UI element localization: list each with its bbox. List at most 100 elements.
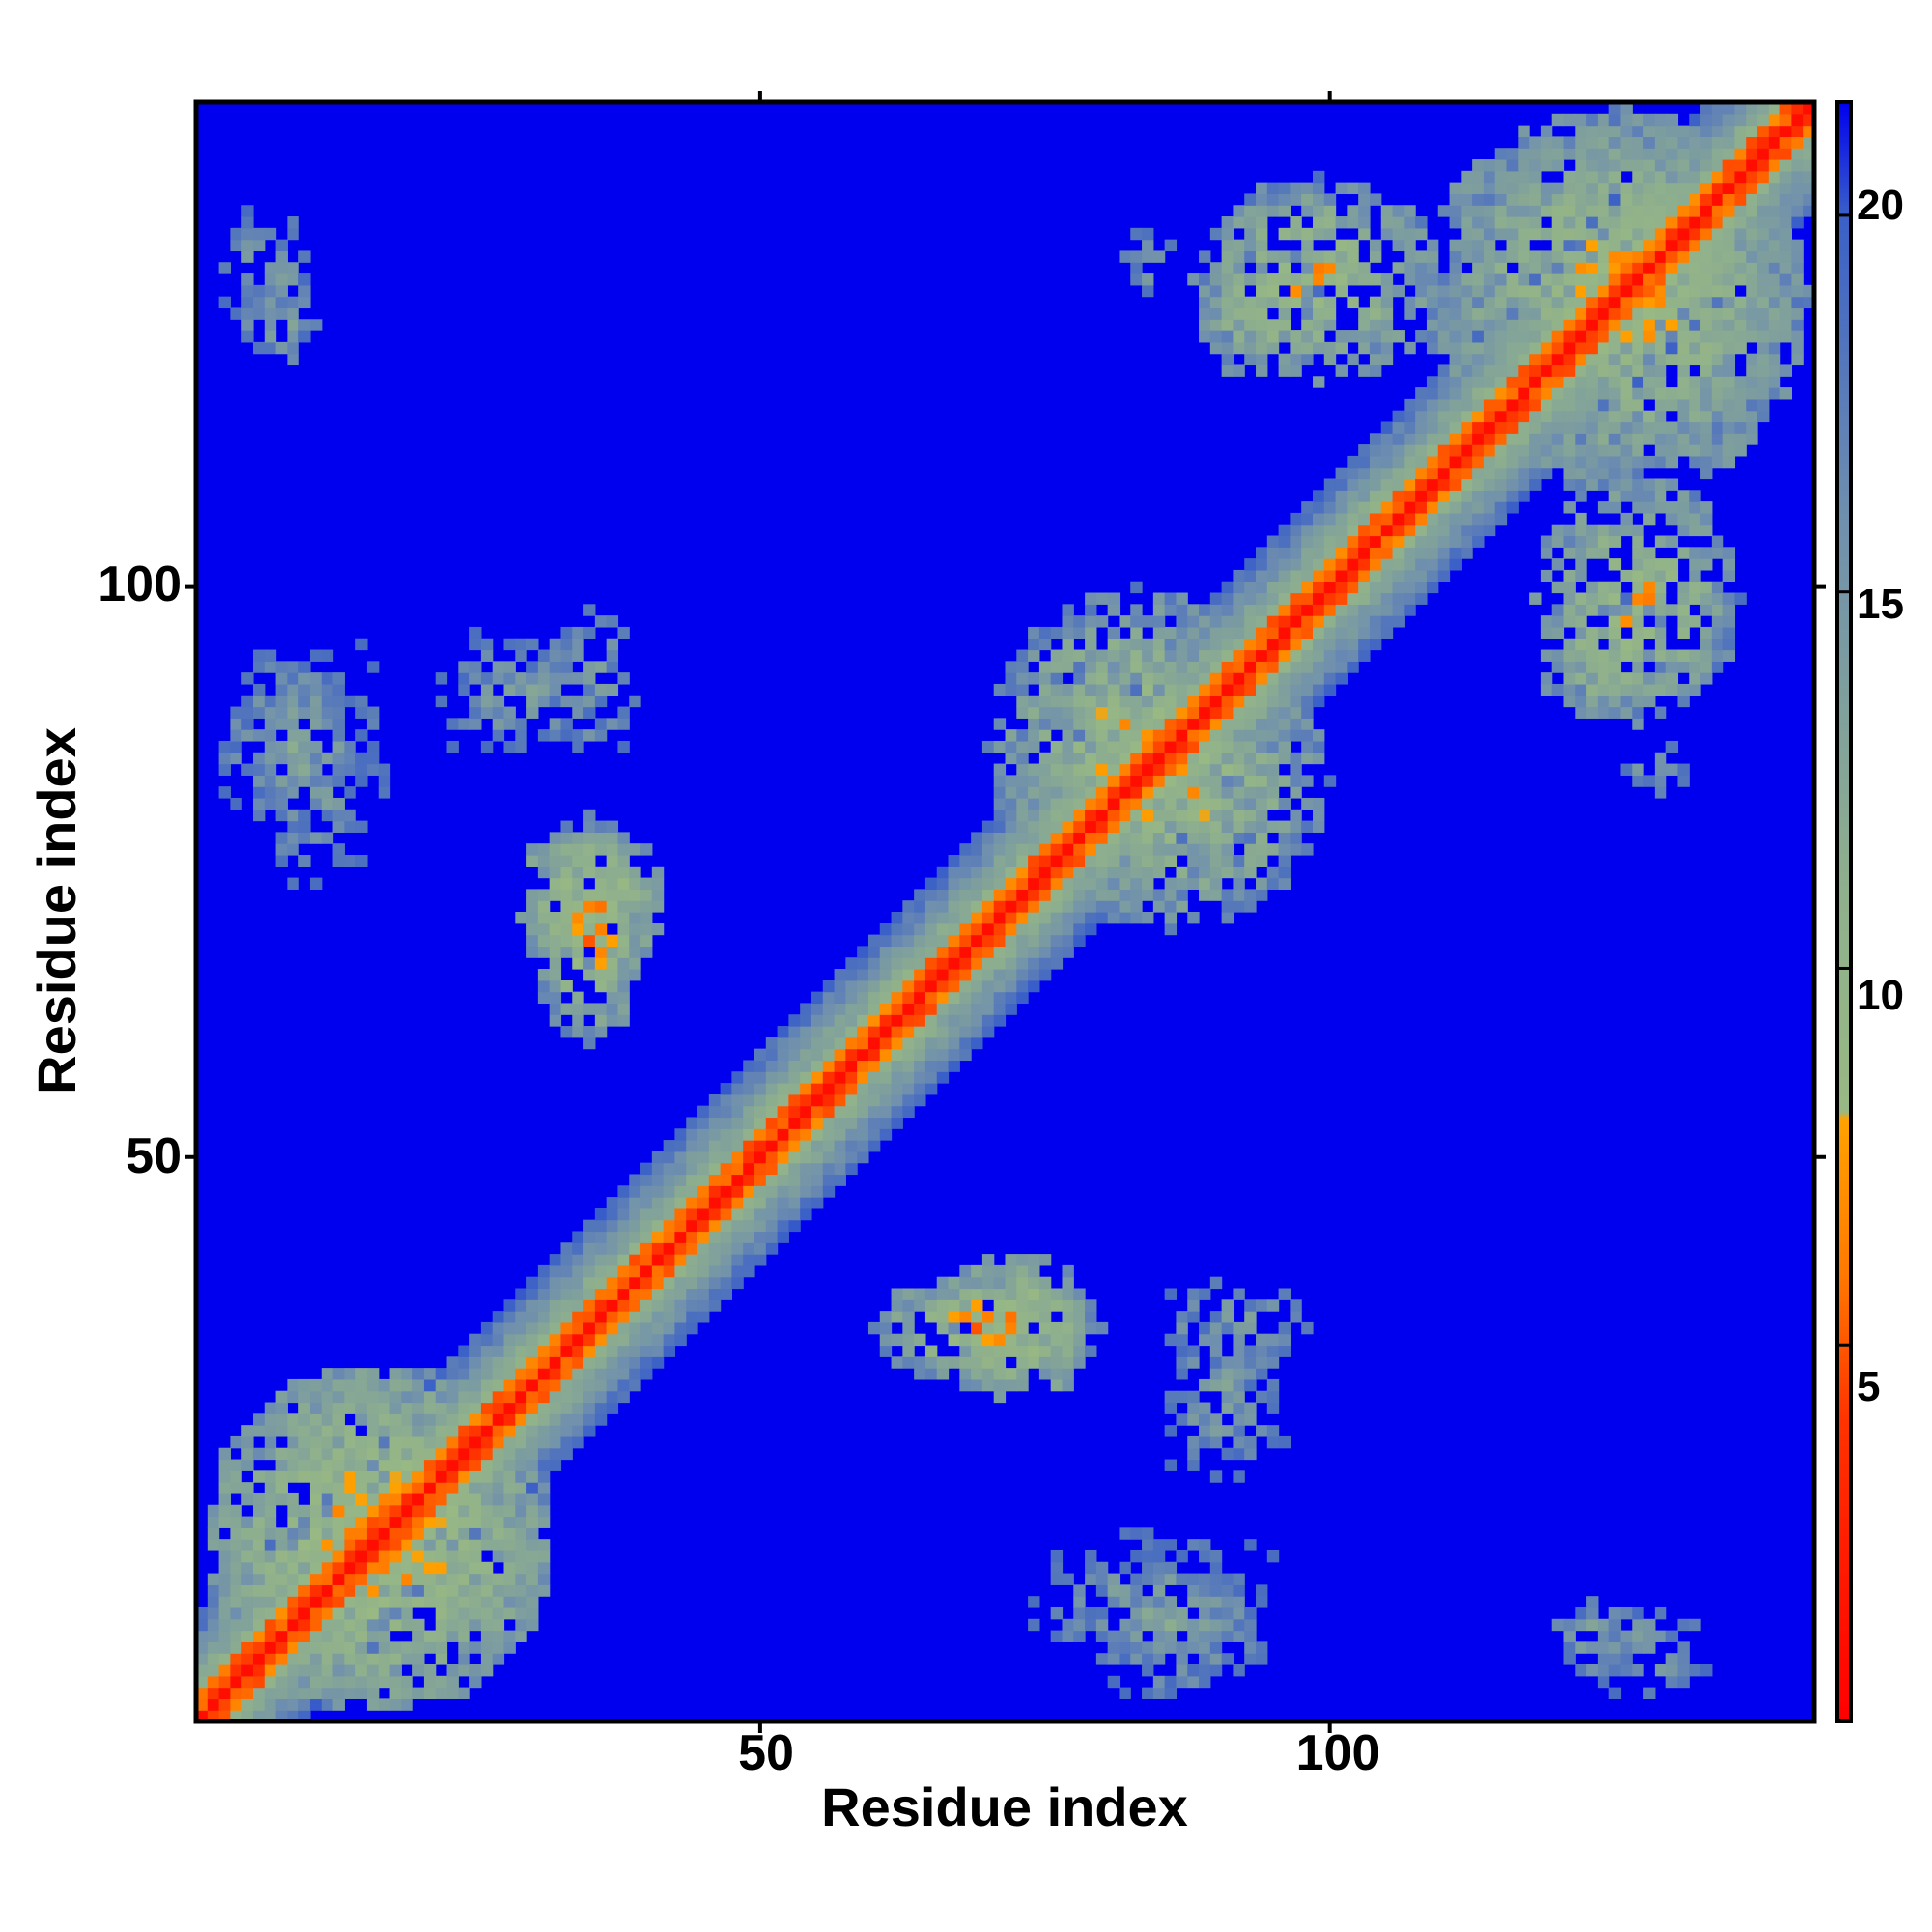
heatmap-cell bbox=[1437, 364, 1451, 377]
heatmap-cell bbox=[1142, 854, 1154, 867]
heatmap-cell bbox=[629, 912, 641, 924]
heatmap-cell bbox=[1551, 444, 1565, 457]
heatmap-cell bbox=[1551, 113, 1565, 127]
heatmap-cell bbox=[1062, 763, 1074, 776]
heatmap-cell bbox=[1404, 501, 1416, 514]
heatmap-cell bbox=[401, 1687, 413, 1699]
heatmap-cell bbox=[1689, 558, 1701, 571]
heatmap-cell bbox=[1734, 125, 1747, 138]
heatmap-cell bbox=[1073, 786, 1086, 799]
heatmap-cell bbox=[1461, 353, 1473, 366]
heatmap-cell bbox=[1700, 262, 1713, 274]
heatmap-cell bbox=[275, 797, 288, 810]
heatmap-cell bbox=[971, 843, 983, 856]
heatmap-cell bbox=[389, 1390, 402, 1404]
heatmap-cell bbox=[503, 1482, 516, 1494]
heatmap-cell bbox=[446, 1573, 459, 1585]
heatmap-cell bbox=[526, 1333, 539, 1347]
heatmap-cell bbox=[1347, 501, 1359, 514]
heatmap-cell bbox=[1244, 1653, 1257, 1665]
heatmap-cell bbox=[1677, 763, 1690, 776]
heatmap-cell bbox=[731, 1276, 744, 1290]
heatmap-cell bbox=[230, 1687, 242, 1699]
heatmap-cell bbox=[583, 923, 596, 936]
heatmap-cell bbox=[1506, 478, 1519, 491]
heatmap-cell bbox=[1575, 649, 1587, 662]
heatmap-cell bbox=[731, 1174, 744, 1186]
heatmap-cell bbox=[242, 1573, 254, 1585]
heatmap-cell bbox=[1016, 1254, 1029, 1266]
heatmap-cell bbox=[1620, 159, 1633, 172]
heatmap-cell bbox=[1028, 957, 1040, 970]
heatmap-cell bbox=[1689, 307, 1701, 320]
heatmap-cell bbox=[1290, 296, 1302, 309]
heatmap-cell bbox=[1095, 912, 1109, 924]
heatmap-cell bbox=[1791, 273, 1804, 286]
heatmap-cell bbox=[731, 1117, 744, 1129]
heatmap-cell bbox=[1404, 227, 1416, 241]
heatmap-cell bbox=[1209, 1573, 1223, 1585]
heatmap-cell bbox=[617, 1219, 630, 1233]
heatmap-cell bbox=[1095, 786, 1109, 799]
heatmap-cell bbox=[1563, 307, 1576, 320]
heatmap-cell bbox=[1586, 421, 1599, 434]
heatmap-cell bbox=[583, 832, 596, 844]
heatmap-cell bbox=[1608, 227, 1622, 241]
heatmap-cell bbox=[777, 1037, 789, 1050]
heatmap-cell bbox=[366, 740, 380, 753]
heatmap-cell bbox=[617, 854, 630, 867]
heatmap-cell bbox=[1586, 353, 1599, 366]
heatmap-cell bbox=[1597, 159, 1610, 172]
heatmap-cell bbox=[492, 1356, 505, 1369]
heatmap-cell bbox=[1551, 615, 1565, 628]
heatmap-cell bbox=[401, 1596, 413, 1608]
heatmap-cell bbox=[309, 1573, 323, 1585]
heatmap-cell bbox=[1677, 193, 1690, 206]
heatmap-cell bbox=[1563, 273, 1576, 286]
heatmap-cell bbox=[1209, 615, 1223, 628]
heatmap-cell bbox=[389, 1413, 402, 1426]
heatmap-cell bbox=[834, 1162, 846, 1176]
heatmap-cell bbox=[1608, 558, 1622, 571]
heatmap-cell bbox=[207, 1606, 220, 1620]
heatmap-cell bbox=[1404, 216, 1416, 229]
heatmap-cell bbox=[298, 1516, 311, 1528]
heatmap-cell bbox=[1244, 740, 1257, 753]
heatmap-cell bbox=[1107, 706, 1121, 719]
heatmap-cell bbox=[458, 1641, 470, 1654]
heatmap-cell bbox=[674, 1288, 687, 1300]
heatmap-cell bbox=[1028, 1288, 1040, 1300]
heatmap-cell bbox=[1608, 1618, 1622, 1632]
heatmap-cell bbox=[1540, 125, 1553, 138]
heatmap-cell bbox=[503, 1459, 516, 1471]
heatmap-cell bbox=[1380, 353, 1394, 366]
heatmap-cell bbox=[1209, 854, 1223, 867]
heatmap-cell bbox=[355, 1504, 368, 1518]
heatmap-cell bbox=[344, 1618, 356, 1632]
heatmap-cell bbox=[1449, 353, 1462, 366]
heatmap-cell bbox=[1586, 706, 1599, 719]
heatmap-cell bbox=[1152, 763, 1166, 776]
heatmap-cell bbox=[765, 1105, 779, 1119]
heatmap-cell bbox=[469, 1356, 482, 1369]
heatmap-cell bbox=[1461, 398, 1473, 412]
heatmap-cell bbox=[1483, 501, 1496, 514]
heatmap-cell bbox=[1563, 330, 1576, 343]
heatmap-cell bbox=[1130, 752, 1143, 765]
heatmap-cell bbox=[526, 1596, 539, 1608]
heatmap-cell bbox=[1209, 1618, 1223, 1632]
heatmap-cell bbox=[708, 1128, 722, 1141]
heatmap-cell bbox=[1085, 1299, 1097, 1312]
heatmap-cell bbox=[378, 1413, 391, 1426]
heatmap-cell bbox=[1301, 1321, 1314, 1335]
heatmap-cell bbox=[697, 1151, 710, 1164]
heatmap-cell bbox=[1164, 923, 1178, 936]
heatmap-cell bbox=[1085, 604, 1097, 616]
heatmap-cell bbox=[1085, 1311, 1097, 1323]
heatmap-cell bbox=[981, 866, 995, 879]
heatmap-cell bbox=[503, 661, 516, 673]
heatmap-cell bbox=[309, 1561, 323, 1575]
heatmap-cell bbox=[1483, 387, 1496, 400]
heatmap-cell bbox=[1608, 216, 1622, 229]
heatmap-cell bbox=[526, 1470, 539, 1483]
